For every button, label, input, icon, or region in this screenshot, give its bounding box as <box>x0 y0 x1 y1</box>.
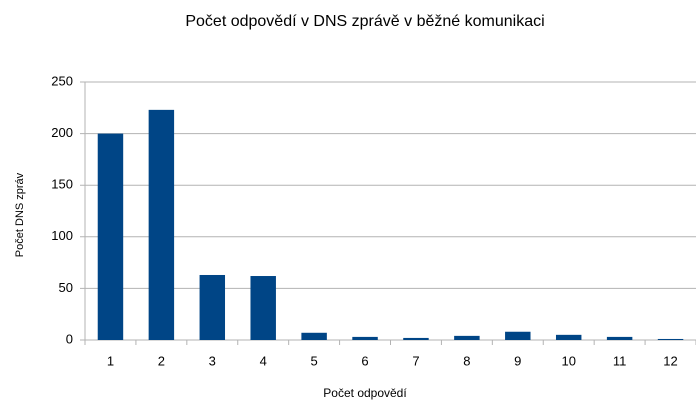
x-tick-label: 4 <box>260 353 267 368</box>
bar <box>555 334 582 340</box>
bar <box>250 276 276 340</box>
x-tick-label: 12 <box>663 353 677 368</box>
x-axis-label: Počet odpovědí <box>323 386 407 400</box>
y-tick-label: 50 <box>59 280 73 295</box>
x-tick-label: 1 <box>107 353 114 368</box>
bar <box>606 336 633 340</box>
x-tick-label: 9 <box>514 353 521 368</box>
y-tick-label: 150 <box>51 177 73 192</box>
chart-title: Počet odpovědí v DNS zprávě v běžné komu… <box>185 13 544 30</box>
y-tick-label: 250 <box>51 73 73 88</box>
bar <box>301 332 327 340</box>
y-tick-label: 0 <box>66 331 73 346</box>
x-tick-label: 8 <box>463 353 470 368</box>
bar <box>657 338 684 340</box>
y-axis-label: Počet DNS zpráv <box>14 172 26 257</box>
bar <box>403 337 429 340</box>
x-tick-label: 10 <box>561 353 575 368</box>
bar <box>97 133 124 340</box>
y-tick-label: 100 <box>51 228 73 243</box>
x-tick-label: 3 <box>209 353 216 368</box>
x-tick-label: 11 <box>613 353 627 368</box>
bar <box>199 274 226 340</box>
bar <box>352 336 378 340</box>
x-tick-label: 7 <box>412 353 419 368</box>
bar <box>505 331 531 340</box>
x-tick-label: 6 <box>361 353 368 368</box>
x-tick-label: 5 <box>311 353 318 368</box>
x-tick-label: 2 <box>158 353 165 368</box>
bar <box>148 109 175 340</box>
y-tick-label: 200 <box>51 125 73 140</box>
bar <box>454 335 480 340</box>
